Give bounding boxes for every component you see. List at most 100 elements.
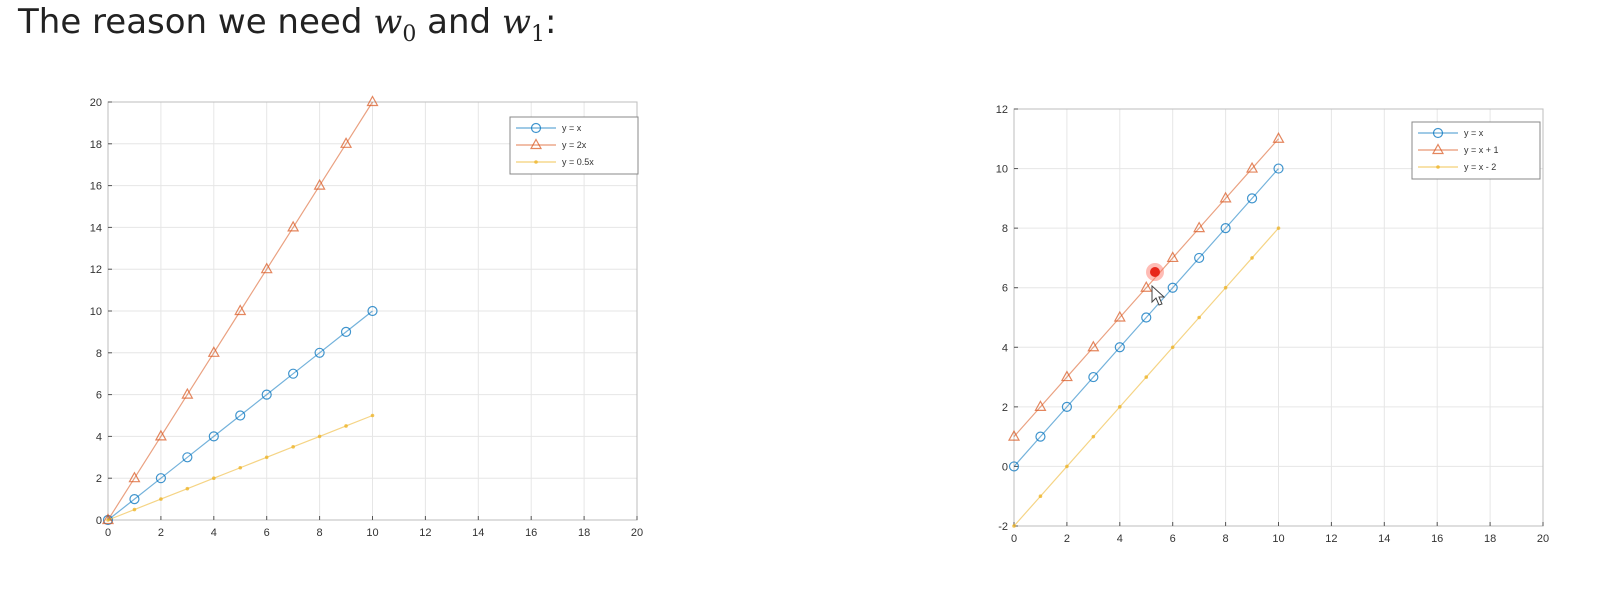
y-tick-label: 18 — [90, 139, 102, 151]
data-point-series-1 — [1035, 431, 1046, 442]
y-tick-label: 8 — [1002, 223, 1008, 235]
data-point-series-3 — [185, 486, 190, 491]
mouse-cursor-icon — [1151, 284, 1166, 306]
data-point-series-2 — [128, 471, 141, 483]
y-tick-label: 4 — [96, 431, 102, 443]
w0-symbol: w0 — [373, 2, 417, 47]
y-tick-label: 2 — [1002, 402, 1008, 414]
data-point-series-1 — [1167, 282, 1178, 293]
y-tick-label: -2 — [998, 521, 1008, 533]
data-point-series-3 — [1276, 226, 1281, 230]
data-point-series-2 — [313, 178, 326, 190]
y-tick-label: 12 — [996, 104, 1008, 116]
data-point-series-3 — [1091, 434, 1096, 439]
y-tick-label: 8 — [96, 348, 102, 360]
legend-marker-1 — [530, 122, 542, 134]
data-point-series-3 — [238, 465, 243, 470]
y-tick-label: 12 — [90, 264, 102, 276]
data-point-series-1 — [235, 410, 246, 421]
data-point-series-1 — [1246, 193, 1258, 204]
data-point-series-3 — [159, 497, 163, 501]
data-point-series-2 — [1007, 429, 1021, 441]
data-point-series-2 — [1219, 191, 1232, 203]
x-tick-label: 18 — [578, 527, 590, 539]
y-tick-label: 16 — [90, 181, 102, 193]
data-point-series-2 — [287, 220, 300, 232]
legend-label-2: y = x + 1 — [1464, 145, 1499, 155]
data-point-series-1 — [261, 389, 272, 400]
data-point-series-3 — [317, 434, 322, 439]
x-tick-label: 16 — [525, 527, 537, 539]
y-tick-label: 20 — [90, 97, 102, 109]
legend-marker-3 — [1436, 165, 1440, 169]
x-tick-label: 10 — [366, 527, 378, 539]
data-point-series-1 — [182, 452, 193, 463]
legend-marker-2 — [1431, 143, 1445, 155]
x-tick-label: 16 — [1431, 533, 1443, 545]
data-point-series-2 — [1034, 400, 1047, 411]
data-point-series-1 — [1220, 223, 1231, 234]
data-point-series-2 — [207, 346, 220, 357]
data-point-series-3 — [1012, 524, 1016, 528]
x-tick-label: 20 — [631, 527, 643, 539]
data-point-series-3 — [106, 518, 110, 522]
data-point-series-1 — [340, 326, 352, 337]
series-line-2 — [1013, 138, 1279, 438]
legend-marker-3 — [534, 160, 538, 164]
x-tick-label: 14 — [1378, 533, 1390, 545]
data-point-series-1 — [314, 347, 325, 358]
x-tick-label: 8 — [1223, 533, 1229, 545]
data-point-series-3 — [1038, 494, 1043, 499]
data-point-series-2 — [260, 262, 273, 274]
data-point-series-3 — [1065, 464, 1069, 469]
laser-pointer-core — [1150, 267, 1160, 277]
x-tick-label: 12 — [1325, 533, 1337, 545]
data-point-series-1 — [367, 305, 378, 317]
x-tick-label: 12 — [419, 527, 431, 539]
data-point-series-1 — [1141, 312, 1152, 323]
data-point-series-3 — [1197, 315, 1201, 320]
data-point-series-3 — [1144, 375, 1149, 379]
y-tick-label: 10 — [996, 164, 1008, 176]
x-tick-label: 0 — [105, 527, 111, 539]
legend-label-2: y = 2x — [562, 140, 587, 150]
data-point-series-3 — [132, 507, 137, 512]
x-tick-label: 18 — [1484, 533, 1496, 545]
data-point-series-3 — [291, 445, 295, 449]
x-tick-label: 10 — [1272, 533, 1284, 545]
data-point-series-1 — [208, 431, 219, 442]
x-tick-label: 6 — [1170, 533, 1176, 545]
y-tick-label: 2 — [96, 473, 102, 485]
x-tick-label: 4 — [211, 527, 217, 539]
data-point-series-2 — [154, 429, 167, 441]
series-line-1 — [1013, 168, 1279, 467]
data-point-series-1 — [288, 368, 299, 379]
data-point-series-2 — [366, 95, 379, 107]
data-point-series-1 — [1114, 342, 1125, 353]
y-tick-label: 6 — [1002, 283, 1008, 295]
data-point-series-2 — [181, 387, 194, 399]
data-point-series-2 — [340, 137, 353, 148]
y-tick-label: 6 — [96, 390, 102, 402]
legend-marker-2 — [529, 138, 543, 150]
data-point-series-3 — [370, 413, 375, 418]
data-point-series-2 — [1140, 280, 1153, 292]
data-point-series-1 — [155, 473, 166, 484]
data-point-series-1 — [1088, 371, 1099, 383]
heading-colon: : — [545, 2, 557, 42]
legend-marker-1 — [1432, 127, 1444, 139]
data-point-series-1 — [1008, 461, 1020, 472]
data-point-series-2 — [1193, 221, 1206, 233]
x-tick-label: 8 — [317, 527, 323, 539]
x-tick-label: 2 — [1064, 533, 1070, 545]
data-point-series-3 — [1223, 285, 1228, 290]
y-tick-label: 4 — [1002, 342, 1008, 354]
legend-label-3: y = 0.5x — [562, 157, 594, 167]
w1-symbol: w1 — [501, 2, 546, 47]
x-tick-label: 4 — [1117, 533, 1123, 545]
heading-and: and — [427, 2, 492, 42]
x-tick-label: 6 — [264, 527, 270, 539]
